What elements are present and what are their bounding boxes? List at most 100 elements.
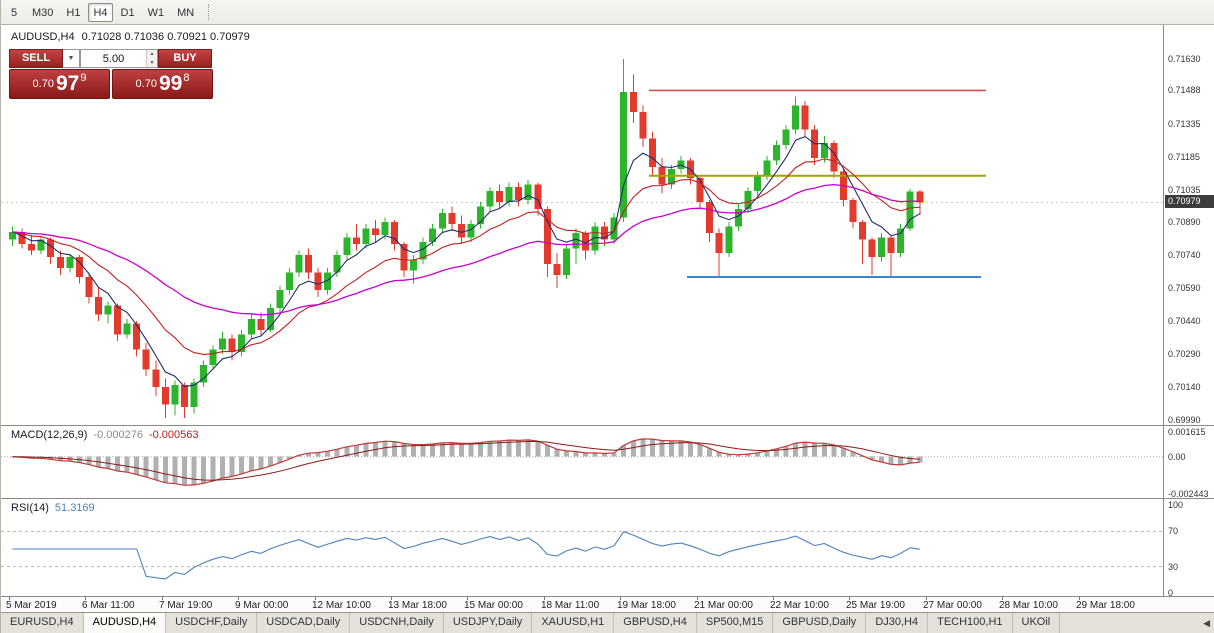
macd-scale[interactable]: 0.001615 0.00 -0.002443	[1163, 426, 1214, 499]
chart-tab-usdjpy-daily[interactable]: USDJPY,Daily	[444, 613, 533, 633]
chart-tab-dj30-h4[interactable]: DJ30,H4	[866, 613, 929, 633]
time-axis-tick	[849, 597, 850, 600]
time-axis-label: 15 Mar 00:00	[464, 600, 523, 611]
time-axis-label: 6 Mar 11:00	[82, 600, 135, 611]
rsi-canvas	[1, 530, 1163, 580]
macd-signal-line	[12, 440, 920, 481]
fast-ma-line	[12, 135, 921, 388]
time-axis-label: 7 Mar 19:00	[159, 600, 213, 611]
time-axis-label: 21 Mar 00:00	[694, 600, 753, 611]
timeframe-buttons: 5 M30 H1 H4 D1 W1 MN	[1, 0, 199, 24]
time-axis-tick	[315, 597, 316, 600]
moving-averages-layer	[12, 135, 921, 388]
time-axis-tick	[620, 597, 621, 600]
buy-button[interactable]: BUY	[158, 49, 212, 68]
mid-ma-line	[12, 158, 920, 355]
price-scale[interactable]: 0.70979 0.71630 0.71488 0.71335 0.71185 0.71…	[1163, 25, 1214, 425]
timeframe-button-mn[interactable]: MN	[177, 6, 195, 19]
price-scale-label: 0.71185	[1168, 152, 1200, 163]
chart-tab-usdcad-daily[interactable]: USDCAD,Daily	[257, 613, 351, 633]
price-scale-label: 0.70290	[1168, 349, 1201, 360]
price-scale-label: 0.70890	[1168, 217, 1201, 227]
chart-tab-audusd-h4[interactable]: AUDUSD,H4	[83, 613, 167, 633]
time-axis-label: 9 Mar 00:00	[235, 600, 289, 611]
chart-tab-gbpusd-daily[interactable]: GBPUSD,Daily	[773, 613, 867, 633]
rsi-scale-label: 0	[1168, 588, 1174, 598]
time-axis-tick	[544, 597, 545, 600]
timeframe-button-h1[interactable]: H1	[66, 6, 81, 19]
chart-tab-sp500-m15[interactable]: SP500,M15	[697, 613, 774, 633]
chart-title: AUDUSD,H4 0.71028 0.71036 0.70921 0.70979	[11, 31, 250, 43]
rsi-name-label: RSI(14)	[11, 502, 49, 514]
chart-tab-usdcnh-daily[interactable]: USDCNH,Daily	[350, 613, 444, 633]
buy-price-button[interactable]: 0.70 99 8	[112, 69, 213, 99]
rsi-panel: RSI(14) 51.3169 100 70 30 0	[1, 498, 1214, 598]
volume-increase-button[interactable]: ▲	[147, 50, 157, 59]
chart-tab-xauusd-h1[interactable]: XAUUSD,H1	[532, 613, 615, 633]
macd-name-label: MACD(12,26,9)	[11, 429, 88, 441]
price-scale-label: 0.69990	[1168, 415, 1201, 426]
timeframe-button-d1[interactable]: D1	[120, 6, 135, 19]
time-axis-tick	[391, 597, 392, 600]
sell-price-base: 0.70	[32, 78, 54, 90]
volume-stepper: ▲ ▼	[146, 50, 157, 67]
price-scale-label: 0.70590	[1168, 283, 1201, 294]
time-axis-tick	[926, 597, 927, 600]
candles-layer	[9, 59, 924, 418]
time-axis-tick	[238, 597, 239, 600]
candlestick-canvas	[1, 59, 1163, 418]
tab-scroll-left-button[interactable]: ◀	[1203, 618, 1210, 628]
price-scale-label: 0.70140	[1168, 382, 1201, 393]
price-scale-label: 0.71335	[1168, 119, 1201, 130]
macd-header: MACD(12,26,9) -0.000276 -0.000563	[11, 429, 199, 441]
current-price-badge: 0.70979	[1165, 195, 1214, 209]
chart-tab-tech100-h1[interactable]: TECH100,H1	[928, 613, 1013, 633]
sell-price-button[interactable]: 0.70 97 9	[9, 69, 110, 99]
rsi-scale[interactable]: 100 70 30 0	[1163, 499, 1214, 598]
time-axis-label: 22 Mar 10:00	[770, 600, 829, 611]
timeframe-button-5[interactable]: 5	[10, 6, 18, 19]
macd-scale-label: 0.001615	[1168, 427, 1206, 437]
order-type-dropdown[interactable]: ▼	[63, 49, 80, 68]
price-chart[interactable]: AUDUSD,H4 0.71028 0.71036 0.70921 0.70979…	[1, 25, 1214, 425]
time-axis-tick	[85, 597, 86, 600]
buy-price-pips: 99	[158, 72, 183, 95]
rsi-value: 51.3169	[54, 502, 95, 514]
buy-price-base: 0.70	[135, 78, 157, 90]
time-axis-tick	[1079, 597, 1080, 600]
chart-ohlc-values: 0.71028 0.71036 0.70921 0.70979	[81, 31, 250, 43]
slow-ma-line	[12, 184, 920, 316]
time-axis-tick	[773, 597, 774, 600]
price-scale-label: 0.70440	[1168, 316, 1201, 327]
one-click-trading-panel: SELL ▼ 5.00 ▲ ▼ BUY 0.70 97 9 0.70 99 8	[9, 49, 213, 99]
chart-tab-ukoil[interactable]: UKOil	[1013, 613, 1061, 633]
volume-field[interactable]: 5.00 ▲ ▼	[80, 49, 158, 68]
price-scale-label: 0.70740	[1168, 250, 1201, 261]
timeframe-button-m30[interactable]: M30	[32, 6, 54, 19]
volume-value: 5.00	[102, 52, 125, 65]
sell-button[interactable]: SELL	[9, 49, 63, 68]
time-axis[interactable]: 5 Mar 2019 6 Mar 11:00 7 Mar 19:00 9 Mar 00…	[1, 596, 1214, 612]
chart-tab-gbpusd-h4[interactable]: GBPUSD,H4	[614, 613, 697, 633]
volume-decrease-button[interactable]: ▼	[147, 58, 157, 67]
timeframe-button-w1[interactable]: W1	[147, 6, 165, 19]
rsi-header: RSI(14) 51.3169	[11, 502, 95, 514]
chart-tab-eurusd-h4[interactable]: EURUSD,H4	[1, 613, 84, 633]
macd-value-1: -0.000276	[93, 429, 143, 441]
toolbar-separator	[208, 4, 210, 20]
chart-tab-usdchf-daily[interactable]: USDCHF,Daily	[166, 613, 258, 633]
time-axis-label: 29 Mar 18:00	[1076, 600, 1135, 611]
macd-canvas	[1, 438, 1163, 486]
chevron-down-icon: ▼	[67, 55, 75, 62]
sell-price-pips: 97	[55, 72, 80, 95]
price-scale-label: 0.71035	[1168, 185, 1201, 196]
price-scale-label: 0.71630	[1168, 54, 1201, 65]
timeframe-button-h4[interactable]: H4	[88, 2, 113, 22]
trend-lines-layer	[649, 89, 986, 278]
time-axis-tick	[467, 597, 468, 600]
rsi-scale-label: 100	[1168, 500, 1184, 510]
time-axis-tick	[1002, 597, 1003, 600]
macd-scale-label: -0.002443	[1168, 489, 1209, 499]
rsi-scale-label: 30	[1168, 561, 1179, 572]
